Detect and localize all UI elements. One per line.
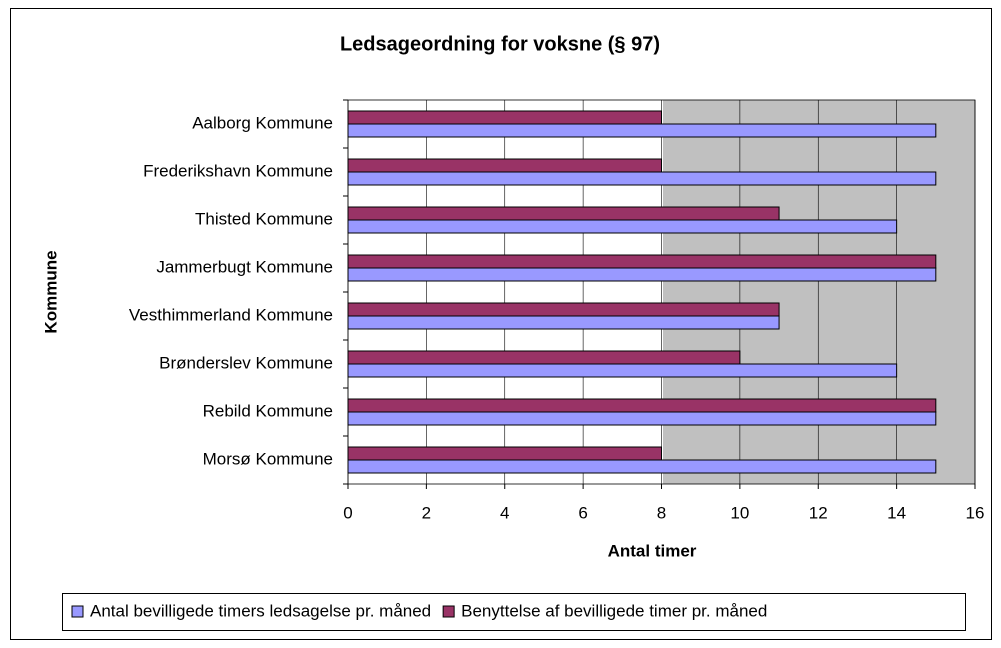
bar xyxy=(347,123,937,138)
plot-shade xyxy=(663,100,975,484)
y-tick-label: Vesthimmerland Kommune xyxy=(129,305,333,324)
y-tick-label: Thisted Kommune xyxy=(195,209,333,228)
bar xyxy=(347,363,898,378)
legend-swatch xyxy=(71,605,84,618)
bar xyxy=(347,219,898,234)
legend-swatch xyxy=(442,605,455,618)
x-tick-label: 0 xyxy=(343,503,352,522)
y-tick-label: Frederikshavn Kommune xyxy=(143,161,333,180)
x-axis-title: Antal timer xyxy=(608,541,697,560)
bar xyxy=(347,158,662,173)
x-tick-label: 8 xyxy=(657,503,666,522)
x-tick-label: 14 xyxy=(887,503,906,522)
bar xyxy=(347,459,937,474)
y-tick-label: Morsø Kommune xyxy=(203,449,333,468)
y-tick-label: Aalborg Kommune xyxy=(192,113,333,132)
legend-box xyxy=(62,593,966,631)
bar xyxy=(347,302,780,317)
x-tick-label: 12 xyxy=(809,503,828,522)
legend-label: Antal bevilligede timers ledsagelse pr. … xyxy=(90,601,431,620)
legend-label: Benyttelse af bevilligede timer pr. måne… xyxy=(461,601,767,620)
chart-title: Ledsageordning for voksne (§ 97) xyxy=(340,33,660,55)
x-tick-label: 4 xyxy=(500,503,509,522)
bar xyxy=(347,315,780,330)
x-tick-label: 10 xyxy=(730,503,749,522)
bar xyxy=(347,206,780,221)
y-tick-label: Rebild Kommune xyxy=(203,401,333,420)
y-tick-label: Jammerbugt Kommune xyxy=(156,257,333,276)
y-tick-label: Brønderslev Kommune xyxy=(159,353,333,372)
bar xyxy=(347,267,937,282)
bar xyxy=(347,110,662,125)
bar xyxy=(347,254,937,269)
y-axis-title: Kommune xyxy=(41,250,60,333)
bar xyxy=(347,446,662,461)
bar xyxy=(347,171,937,186)
bar xyxy=(347,411,937,426)
bar xyxy=(347,398,937,413)
x-tick-label: 2 xyxy=(422,503,431,522)
plot-border xyxy=(347,99,976,485)
x-tick-label: 16 xyxy=(966,503,985,522)
bar xyxy=(347,350,741,365)
x-tick-label: 6 xyxy=(578,503,587,522)
